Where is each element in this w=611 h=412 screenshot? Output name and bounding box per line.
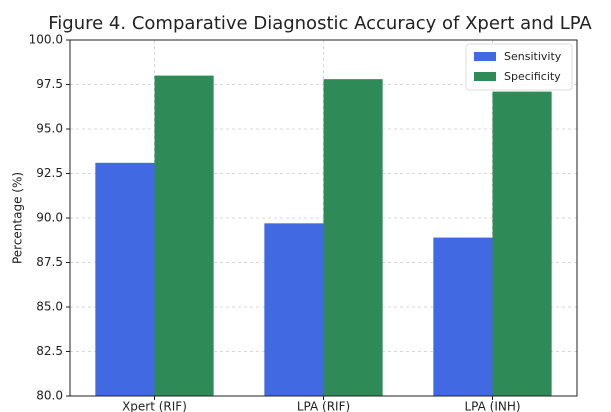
y-tick-label: 82.5 (36, 344, 63, 358)
legend-swatch (474, 72, 496, 81)
y-tick-label: 92.5 (36, 166, 63, 180)
x-tick-label: LPA (INH) (464, 400, 520, 412)
bar (433, 237, 493, 396)
legend-swatch (474, 52, 496, 61)
legend-label: Specificity (504, 70, 561, 83)
y-tick-label: 95.0 (36, 122, 63, 136)
bar (492, 91, 552, 397)
y-tick-label: 100.0 (29, 33, 63, 47)
bar (95, 162, 155, 396)
y-tick-label: 90.0 (36, 211, 63, 225)
y-tick-label: 87.5 (36, 255, 63, 269)
axes (69, 39, 578, 397)
bar (264, 223, 324, 396)
bar (154, 75, 214, 396)
chart-title: Figure 4. Comparative Diagnostic Accurac… (48, 13, 592, 34)
y-tick-label: 85.0 (36, 300, 63, 314)
legend-label: Sensitivity (504, 50, 562, 63)
bar (323, 79, 383, 396)
x-tick-label: LPA (RIF) (297, 400, 350, 412)
x-tick-label: Xpert (RIF) (122, 400, 187, 412)
y-axis-label: Percentage (%) (11, 172, 25, 264)
y-tick-label: 97.5 (36, 77, 63, 91)
y-tick-label: 80.0 (36, 389, 63, 403)
